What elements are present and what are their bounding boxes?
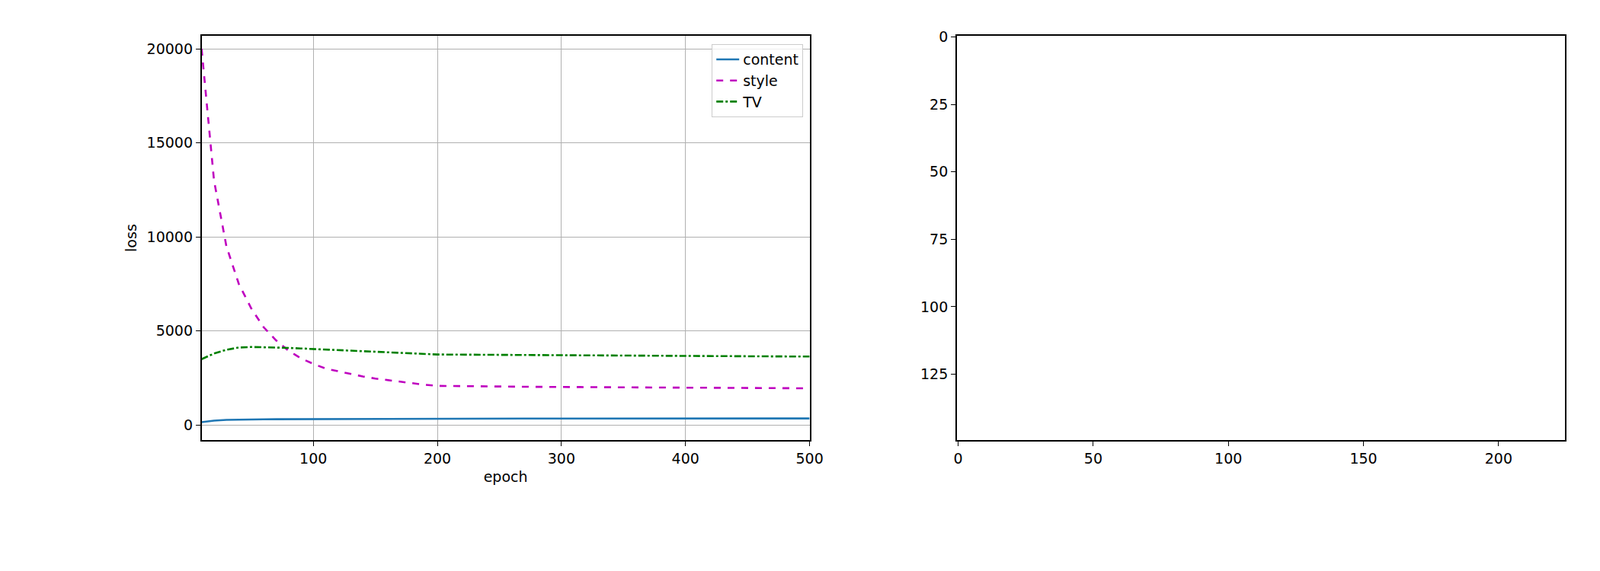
svg-text:0: 0 — [953, 450, 964, 468]
svg-text:content: content — [742, 51, 799, 68]
svg-text:0: 0 — [183, 416, 193, 434]
svg-text:200: 200 — [423, 450, 452, 468]
svg-text:epoch: epoch — [483, 468, 528, 486]
svg-text:TV: TV — [742, 93, 762, 111]
svg-text:20000: 20000 — [147, 40, 193, 58]
svg-text:10000: 10000 — [147, 228, 193, 246]
svg-text:15000: 15000 — [147, 134, 193, 151]
svg-text:200: 200 — [1484, 450, 1513, 468]
svg-text:100: 100 — [299, 450, 327, 468]
svg-text:50: 50 — [1084, 450, 1103, 468]
svg-text:75: 75 — [929, 230, 948, 248]
svg-text:loss: loss — [122, 224, 140, 253]
svg-text:5000: 5000 — [156, 322, 193, 340]
svg-text:100: 100 — [1214, 450, 1242, 468]
svg-text:50: 50 — [929, 163, 948, 180]
svg-text:300: 300 — [547, 450, 576, 468]
svg-text:400: 400 — [672, 450, 700, 468]
svg-text:0: 0 — [938, 28, 948, 45]
svg-text:25: 25 — [929, 96, 948, 113]
svg-text:100: 100 — [920, 298, 948, 316]
svg-text:style: style — [742, 72, 778, 90]
svg-text:500: 500 — [795, 450, 823, 468]
svg-text:125: 125 — [920, 365, 948, 383]
svg-text:150: 150 — [1349, 450, 1377, 468]
